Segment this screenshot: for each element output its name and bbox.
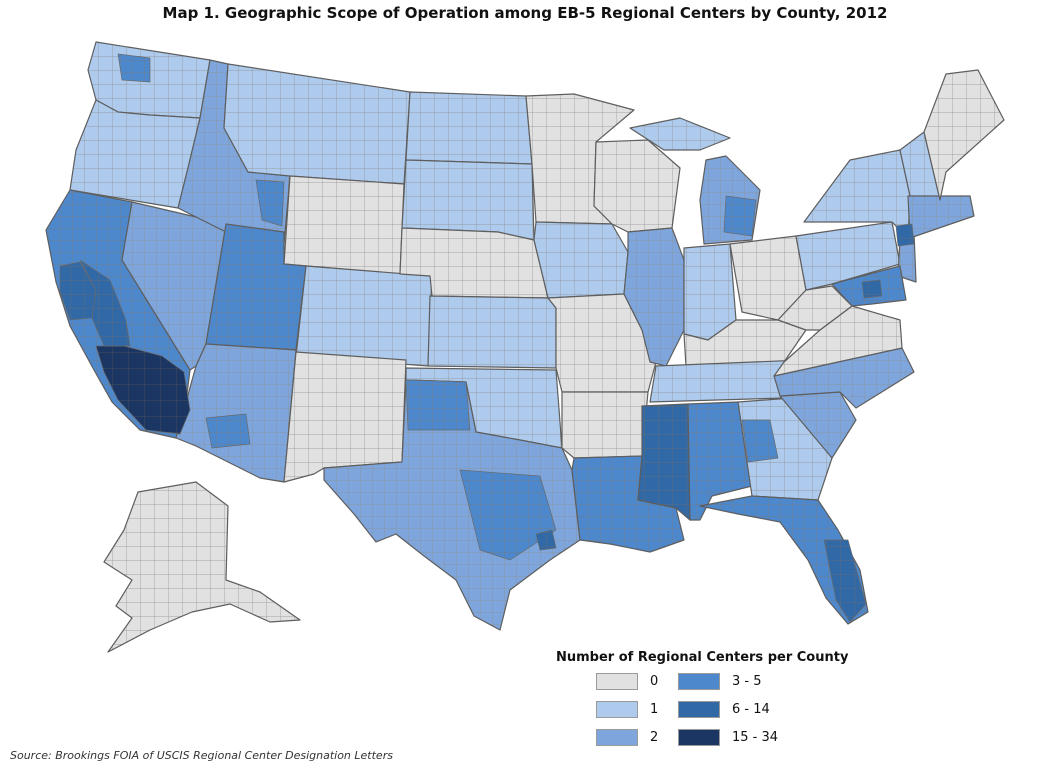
legend-swatch-0 bbox=[596, 672, 638, 690]
county-cluster-texas-central bbox=[459, 469, 557, 561]
state-wyoming bbox=[283, 175, 405, 275]
legend-item-3: 3 - 5 bbox=[678, 671, 762, 691]
county-cluster-oklahoma-west bbox=[405, 379, 471, 431]
county-cluster-maryland-dc bbox=[861, 279, 883, 299]
state-kansas bbox=[427, 295, 557, 369]
legend-label-1: 1 bbox=[650, 701, 659, 717]
legend-label-4: 6 - 14 bbox=[732, 701, 770, 717]
legend-swatch-5 bbox=[678, 728, 720, 746]
legend-label-0: 0 bbox=[650, 673, 659, 689]
legend-swatch-2 bbox=[596, 728, 638, 746]
legend-item-2: 2 bbox=[596, 727, 658, 747]
legend-item-5: 15 - 34 bbox=[678, 727, 778, 747]
map-legend: Number of Regional Centers per County 0 … bbox=[556, 650, 856, 761]
state-iowa bbox=[533, 221, 629, 299]
state-michigan-upper bbox=[629, 117, 731, 151]
county-cluster-georgia-central bbox=[741, 419, 779, 463]
legend-title: Number of Regional Centers per County bbox=[556, 650, 849, 665]
state-florida bbox=[699, 495, 869, 625]
state-south-dakota bbox=[401, 159, 535, 241]
legend-item-1: 1 bbox=[596, 699, 658, 719]
state-massachusetts-ct-ri bbox=[907, 195, 975, 239]
legend-label-3: 3 - 5 bbox=[732, 673, 762, 689]
state-arkansas bbox=[561, 391, 649, 459]
source-note: Source: Brookings FOIA of USCIS Regional… bbox=[10, 749, 393, 762]
legend-swatch-3 bbox=[678, 672, 720, 690]
legend-item-4: 6 - 14 bbox=[678, 699, 770, 719]
legend-swatch-4 bbox=[678, 700, 720, 718]
county-cluster-arizona-central bbox=[205, 413, 251, 449]
county-cluster-central-valley bbox=[79, 259, 131, 347]
state-texas bbox=[323, 379, 581, 631]
county-cluster-overlays bbox=[59, 53, 915, 623]
legend-item-0: 0 bbox=[596, 671, 658, 691]
state-pennsylvania bbox=[795, 221, 901, 291]
county-cluster-washington-northwest bbox=[117, 53, 151, 83]
county-cluster-new-york-city bbox=[895, 223, 915, 247]
us-county-choropleth-map bbox=[45, 41, 1005, 653]
county-cluster-florida-south bbox=[823, 539, 867, 623]
state-montana bbox=[223, 63, 411, 185]
legend-swatch-1 bbox=[596, 700, 638, 718]
county-cluster-michigan-southeast bbox=[723, 195, 757, 237]
state-new-york bbox=[803, 149, 911, 239]
state-wisconsin bbox=[593, 139, 681, 233]
county-cluster-idaho-east bbox=[255, 179, 285, 227]
legend-items: 0 1 2 3 - 5 6 - 14 15 - 34 bbox=[556, 671, 856, 761]
county-cluster-texas-houston bbox=[535, 529, 557, 551]
legend-label-2: 2 bbox=[650, 729, 659, 745]
state-illinois bbox=[623, 227, 685, 367]
state-colorado bbox=[295, 265, 433, 367]
state-alaska bbox=[103, 481, 301, 653]
county-cluster-southern-california bbox=[95, 345, 191, 435]
map-title: Map 1. Geographic Scope of Operation amo… bbox=[162, 4, 888, 22]
legend-label-5: 15 - 34 bbox=[732, 729, 779, 745]
state-north-dakota bbox=[405, 91, 533, 165]
state-maine bbox=[923, 69, 1005, 201]
